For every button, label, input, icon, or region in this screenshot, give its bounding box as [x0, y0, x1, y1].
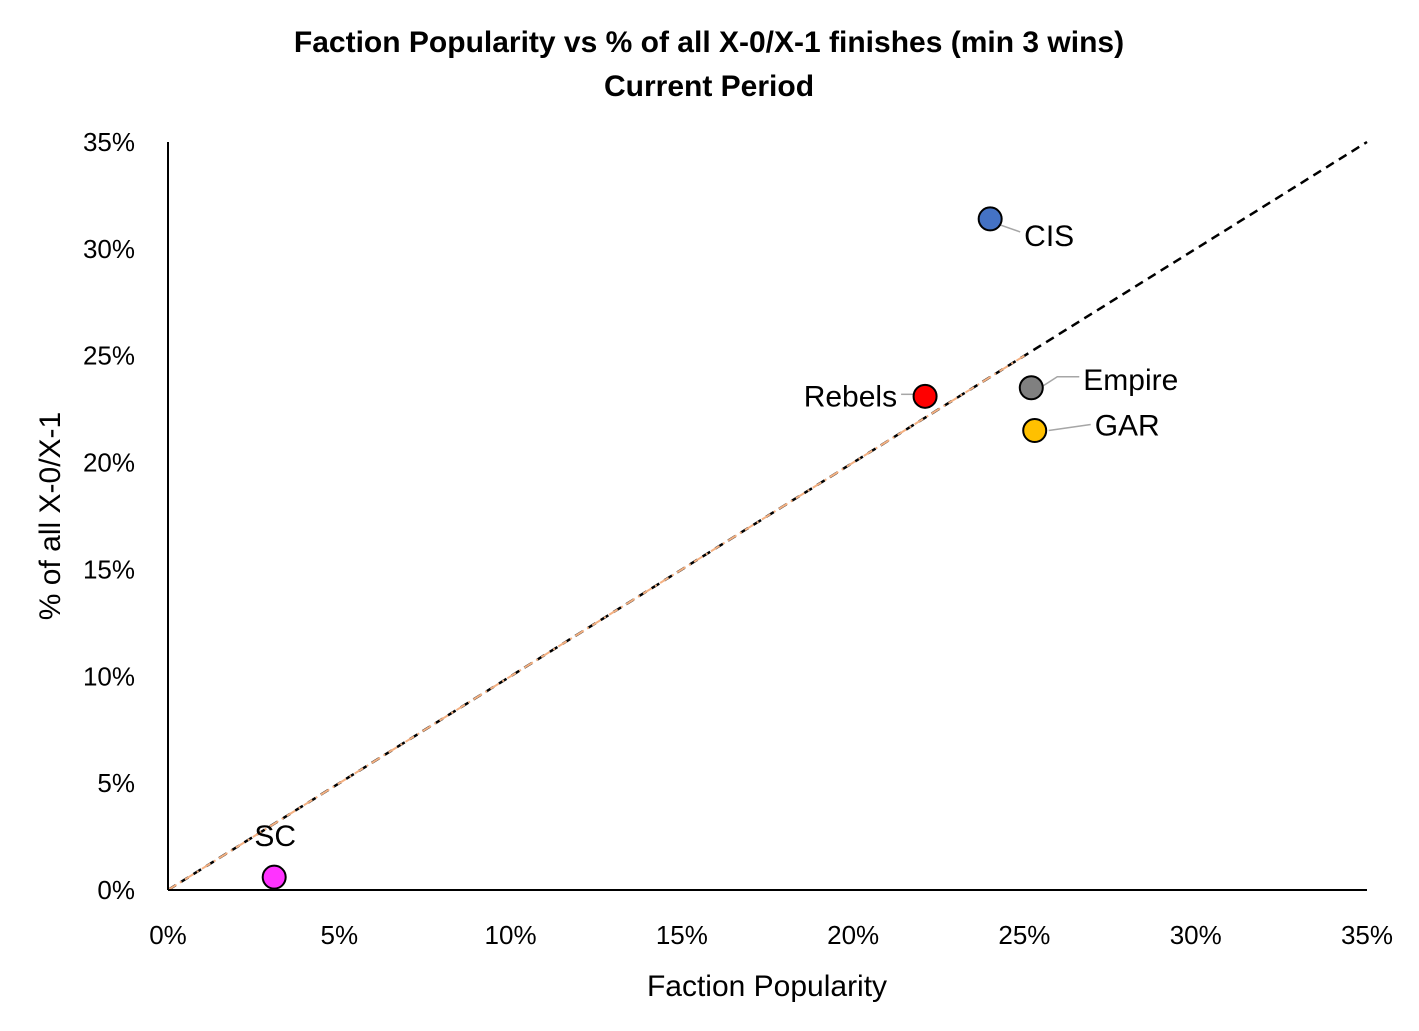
- x-tick-label: 15%: [656, 920, 708, 950]
- x-tick-label: 0%: [149, 920, 187, 950]
- data-point-rebels: Rebels: [804, 380, 938, 413]
- point-marker: [1022, 418, 1048, 444]
- x-axis-label: Faction Popularity: [647, 970, 887, 1003]
- label-leader-line: [1048, 423, 1091, 432]
- y-tick-label: 10%: [83, 661, 135, 691]
- x-tick-label: 35%: [1341, 920, 1393, 950]
- data-point-empire: Empire: [1018, 364, 1178, 401]
- point-marker: [261, 864, 287, 890]
- y-tick-label: 20%: [83, 448, 135, 478]
- point-label: SC: [254, 820, 296, 853]
- reference-lines: [167, 140, 1368, 892]
- x-tick-labels: 0% 5% 10% 15% 20% 25% 30% 35%: [149, 920, 1393, 950]
- trend-line: [167, 354, 1025, 891]
- point-label: CIS: [1024, 220, 1074, 253]
- chart-title: Faction Popularity vs % of all X-0/X-1 f…: [294, 26, 1124, 59]
- x-tick-label: 25%: [998, 920, 1050, 950]
- y-tick-label: 35%: [83, 127, 135, 157]
- label-leader-line: [1042, 376, 1080, 387]
- data-point-gar: GAR: [1022, 410, 1160, 444]
- data-points: CIS Empire GAR Rebels SC: [254, 206, 1178, 890]
- y-tick-label: 0%: [97, 875, 135, 905]
- y-axis-label: % of all X-0/X-1: [34, 412, 67, 620]
- plot-area: 0% 5% 10% 15% 20% 25% 30% 35% 0% 5% 10% 15% 20% 25% 3…: [83, 127, 1393, 950]
- x-tick-label: 10%: [485, 920, 537, 950]
- x-tick-label: 20%: [827, 920, 879, 950]
- y-tick-label: 15%: [83, 554, 135, 584]
- point-label: Rebels: [804, 380, 897, 413]
- point-marker: [912, 383, 938, 409]
- label-leader-line: [999, 224, 1021, 233]
- point-marker: [977, 206, 1003, 232]
- y-tick-label: 5%: [97, 768, 135, 798]
- data-point-cis: CIS: [977, 206, 1074, 253]
- x-tick-label: 5%: [320, 920, 358, 950]
- y-tick-label: 30%: [83, 234, 135, 264]
- point-label: GAR: [1095, 410, 1160, 443]
- point-marker: [1018, 375, 1044, 401]
- point-label: Empire: [1083, 364, 1178, 397]
- data-point-sc: SC: [254, 820, 296, 890]
- y-tick-labels: 0% 5% 10% 15% 20% 25% 30% 35%: [83, 127, 135, 905]
- chart-subtitle: Current Period: [604, 70, 814, 103]
- y-tick-label: 25%: [83, 341, 135, 371]
- x-tick-label: 30%: [1170, 920, 1222, 950]
